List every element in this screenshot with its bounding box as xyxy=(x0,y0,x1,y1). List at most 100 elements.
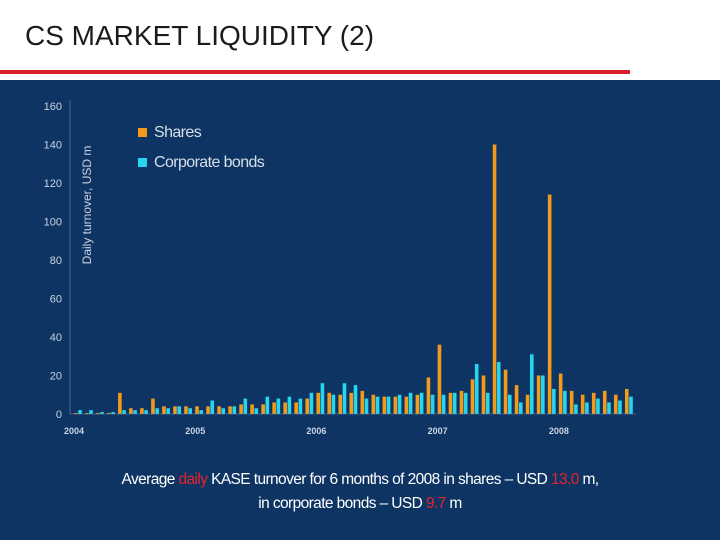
bonds-bar xyxy=(89,410,93,414)
shares-bar xyxy=(459,390,464,414)
shares-bar xyxy=(448,392,453,414)
y-tick-label: 60 xyxy=(50,294,62,306)
bonds-bar xyxy=(408,392,413,414)
shares-bar xyxy=(283,402,287,414)
bonds-bar xyxy=(607,402,611,414)
bonds-bar xyxy=(133,410,137,414)
y-tick-label: 0 xyxy=(56,409,62,421)
y-tick-label: 140 xyxy=(44,140,62,152)
bonds-bar xyxy=(265,396,270,414)
shares-bar xyxy=(514,385,519,414)
shares-bar xyxy=(217,406,221,414)
bonds-bar xyxy=(144,410,148,414)
shares-bar xyxy=(558,373,563,414)
shares-bar xyxy=(371,394,376,414)
shares-bar xyxy=(382,396,387,414)
shares-bar xyxy=(250,404,254,414)
bonds-bar xyxy=(353,385,358,414)
bonds-bar xyxy=(629,396,633,414)
caption-line-2: in corporate bonds – USD 9.7 m xyxy=(0,492,720,516)
bonds-bar xyxy=(254,408,259,414)
y-tick-label: 120 xyxy=(44,178,62,190)
turnover-chart: 0 20 40 60 80 100 120 140 160 Daily turnover, USD… xyxy=(44,100,636,436)
shares-bar xyxy=(327,392,332,414)
shares-bar xyxy=(415,394,420,414)
shares-bar xyxy=(206,406,210,414)
caption: Average daily KASE turnover for 6 months… xyxy=(0,468,720,516)
shares-bar xyxy=(525,394,530,414)
y-tick-label: 80 xyxy=(50,255,62,267)
bonds-bar xyxy=(122,410,126,414)
bonds-bar xyxy=(518,402,523,414)
shares-bar xyxy=(492,144,497,414)
shares-bar xyxy=(393,396,398,414)
y-tick-label: 100 xyxy=(44,217,62,229)
legend-swatch-shares xyxy=(138,128,147,137)
shares-bar xyxy=(118,392,122,414)
legend-label-shares: Shares xyxy=(154,124,202,141)
shares-bar xyxy=(305,398,310,414)
caption-text: in corporate bonds – USD xyxy=(258,495,426,512)
bonds-bar xyxy=(541,375,545,414)
shares-bar xyxy=(184,406,188,414)
caption-bonds-value: 9.7 xyxy=(425,495,446,512)
bonds-bar xyxy=(441,394,446,414)
bonds-bar xyxy=(485,392,490,414)
bonds-bar xyxy=(342,383,347,414)
shares-bar xyxy=(239,404,243,414)
shares-bar xyxy=(470,379,475,414)
shares-bar xyxy=(404,396,409,414)
bonds-bar xyxy=(364,398,369,414)
shares-bar xyxy=(624,388,629,414)
shares-bar xyxy=(536,375,541,414)
chart-container: 0 20 40 60 80 100 120 140 160 Daily turnover, USD… xyxy=(0,80,720,440)
bonds-bar xyxy=(563,390,567,414)
shares-bar xyxy=(228,406,232,414)
bonds-bar xyxy=(596,398,600,414)
bonds-bar xyxy=(243,398,248,414)
caption-text: Average xyxy=(121,471,179,488)
bonds-bar xyxy=(331,394,336,414)
shares-bar xyxy=(85,413,89,414)
bonds-bar xyxy=(375,396,380,414)
shares-bar xyxy=(591,392,596,414)
bonds-bar xyxy=(585,402,589,414)
shares-bar xyxy=(602,390,607,414)
x-tick-label: 2007 xyxy=(428,426,448,436)
bonds-bar xyxy=(287,396,292,414)
shares-bar xyxy=(261,404,265,414)
shares-bar xyxy=(481,375,486,414)
y-tick-label: 40 xyxy=(50,332,62,344)
shares-bar xyxy=(140,408,144,414)
bonds-bar xyxy=(452,392,457,414)
bonds-bar xyxy=(298,398,303,414)
shares-bar xyxy=(316,392,321,414)
x-tick-label: 2005 xyxy=(185,426,205,436)
title-bar: CS MARKET LIQUIDITY (2) xyxy=(0,0,720,80)
bonds-bar xyxy=(100,412,104,414)
x-tick-label: 2006 xyxy=(306,426,326,436)
bonds-bar xyxy=(276,398,281,414)
bonds-bar xyxy=(210,400,215,414)
bonds-bar xyxy=(552,388,556,414)
shares-bar xyxy=(272,402,276,414)
bonds-bar xyxy=(574,404,578,414)
bonds-bar xyxy=(111,412,115,414)
bonds-bar xyxy=(232,406,237,414)
shares-bar xyxy=(349,392,354,414)
caption-text: KASE turnover for 6 months of 2008 in sh… xyxy=(207,471,551,488)
shares-bar xyxy=(151,398,155,414)
bonds-bar xyxy=(188,408,192,414)
bonds-bar xyxy=(155,408,159,414)
bonds-bar xyxy=(530,354,534,414)
shares-bar xyxy=(503,369,508,414)
shares-bar xyxy=(173,406,177,414)
shares-bar xyxy=(195,406,199,414)
bonds-bar xyxy=(463,392,468,414)
x-tick-label: 2004 xyxy=(64,426,84,436)
bonds-bar xyxy=(199,410,204,414)
bonds-bar xyxy=(78,410,82,414)
shares-bar xyxy=(294,402,298,414)
x-tick-label: 2008 xyxy=(549,426,569,436)
bonds-bar xyxy=(166,408,170,414)
